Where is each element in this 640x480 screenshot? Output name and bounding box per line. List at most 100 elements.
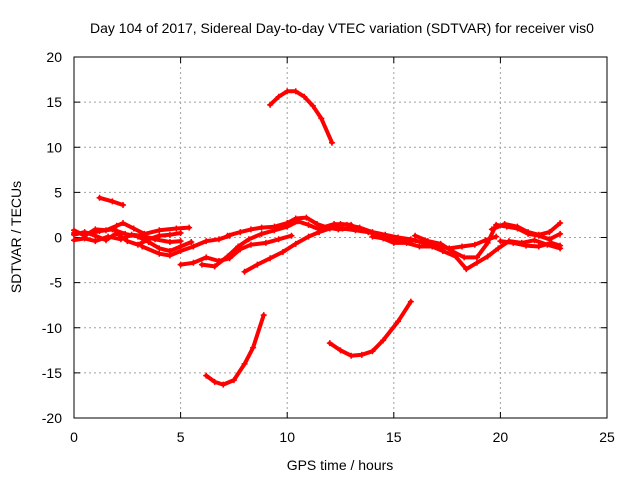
data-point: [260, 312, 267, 319]
data-point: [130, 225, 137, 232]
data-point: [318, 115, 325, 122]
data-point: [301, 93, 308, 100]
data-point: [134, 241, 141, 248]
data-point: [531, 237, 538, 244]
data-point: [245, 236, 252, 243]
data-point: [267, 255, 274, 262]
data-point: [275, 236, 282, 243]
data-point: [109, 226, 116, 233]
y-tick-label: 5: [54, 184, 62, 200]
data-point: [369, 233, 376, 240]
y-tick-label: 10: [46, 139, 62, 155]
data-point: [177, 229, 184, 236]
data-point: [305, 233, 312, 240]
data-point: [211, 378, 218, 385]
series-line: [370, 234, 563, 272]
data-point: [166, 239, 173, 246]
data-point: [258, 224, 265, 231]
data-point: [198, 261, 205, 268]
data-point: [303, 214, 310, 221]
data-point: [117, 236, 124, 243]
data-point: [450, 248, 457, 255]
data-point: [557, 242, 564, 249]
axis-ticks: 0 5 10 15 20 25 -20 -15 -10 -5 0 5 10 15 20: [42, 49, 615, 445]
y-tick-label: -10: [42, 320, 62, 336]
data-point: [471, 241, 478, 248]
data-point: [557, 230, 564, 237]
grid-lines: [74, 57, 607, 418]
series-line: [268, 89, 334, 145]
data-point: [109, 198, 116, 205]
data-point: [241, 268, 248, 275]
data-point: [203, 238, 210, 245]
data-point: [501, 220, 508, 227]
data-point: [473, 259, 480, 266]
data-point: [461, 254, 468, 261]
data-point: [390, 239, 397, 246]
x-tick-label: 15: [386, 429, 402, 445]
series-arc-11: [316, 220, 500, 252]
x-tick-label: 20: [493, 429, 509, 445]
data-point: [145, 239, 152, 246]
data-point: [279, 248, 286, 255]
data-point: [382, 231, 389, 238]
data-point: [429, 243, 436, 250]
x-axis-label: GPS time / hours: [287, 457, 394, 473]
data-point: [81, 235, 88, 242]
data-point: [380, 235, 387, 242]
series-line: [72, 232, 183, 244]
data-point: [412, 232, 419, 239]
data-point: [309, 102, 316, 109]
data-point: [407, 298, 414, 305]
data-point: [348, 352, 355, 359]
data-point: [120, 220, 127, 227]
data-point: [331, 220, 338, 227]
data-point: [224, 232, 231, 239]
data-point: [152, 236, 159, 243]
data-point: [83, 230, 90, 237]
series-layer: [71, 88, 564, 388]
y-axis-label: SDTVAR / TECUs: [8, 181, 24, 293]
y-tick-label: 20: [46, 49, 62, 65]
data-point: [314, 220, 321, 227]
data-point: [92, 238, 99, 245]
data-point: [514, 223, 521, 230]
data-point: [473, 254, 480, 261]
data-point: [356, 224, 363, 231]
data-point: [173, 225, 180, 232]
data-point: [134, 233, 141, 240]
data-point: [224, 253, 231, 260]
data-point: [96, 194, 103, 201]
data-point: [380, 337, 387, 344]
data-point: [328, 139, 335, 146]
data-point: [190, 259, 197, 266]
data-point: [316, 225, 323, 232]
data-point: [358, 351, 365, 358]
data-point: [488, 226, 495, 233]
data-point: [215, 236, 222, 243]
data-point: [113, 222, 120, 229]
data-point: [337, 347, 344, 354]
data-point: [395, 234, 402, 241]
x-tick-label: 25: [599, 429, 615, 445]
series-arc-16: [267, 88, 335, 146]
data-point: [437, 240, 444, 247]
series-arc-14: [488, 220, 564, 238]
data-point: [548, 239, 555, 246]
series-arc-18: [326, 298, 414, 359]
data-point: [250, 344, 257, 351]
series-line: [204, 313, 266, 387]
y-tick-label: -20: [42, 410, 62, 426]
data-point: [177, 261, 184, 268]
data-point: [284, 220, 291, 227]
data-point: [271, 223, 278, 230]
data-point: [188, 239, 195, 246]
data-point: [71, 229, 77, 236]
data-point: [254, 261, 261, 268]
data-point: [525, 229, 532, 236]
data-point: [546, 229, 553, 236]
chart-title: Day 104 of 2017, Sidereal Day-to-day VTE…: [90, 20, 594, 36]
data-point: [211, 263, 218, 270]
data-point: [439, 248, 446, 255]
